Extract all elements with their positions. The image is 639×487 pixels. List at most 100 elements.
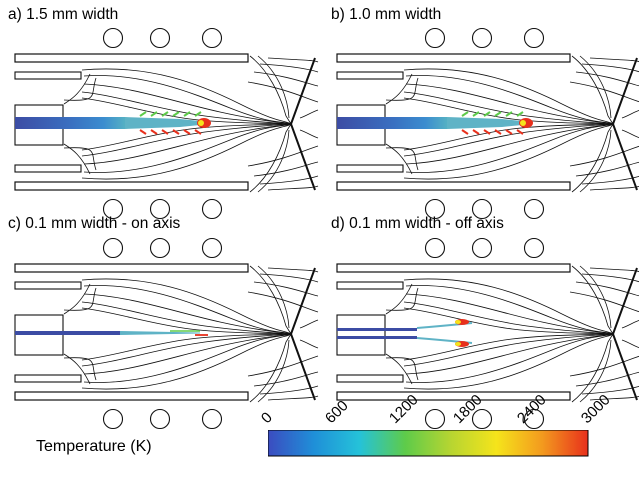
coil-circle [201,237,223,259]
flame-hotspot-core [520,120,526,126]
colorbar-label: Temperature (K) [36,438,152,455]
flame-tip [161,129,169,135]
streamline [259,63,319,73]
inner-tube-top [336,71,404,80]
streamline [83,123,292,173]
injector-block [336,314,386,356]
panel-a-diagram [14,27,319,220]
coil-circle [523,408,545,430]
bottom-wall [336,181,571,191]
streamline [253,161,319,177]
sampler-cone [611,57,638,191]
flame-core [447,117,522,129]
streamline [403,333,614,390]
streamline [571,55,614,125]
streamline [83,123,292,165]
streamline [571,265,614,335]
coil-circle [201,27,223,49]
streamline [405,333,614,375]
streamline [405,293,614,335]
injector-flow [337,336,417,339]
streamline [83,333,292,383]
streamline [385,287,419,311]
coil-circle [149,27,171,49]
streamline [589,57,639,63]
streamline [81,123,292,157]
streamline [403,123,614,157]
streamline [403,307,614,335]
streamline [249,333,292,403]
streamline [81,333,292,367]
flame-tip [461,129,469,135]
streamline [81,333,292,361]
flame-hotspot-core [455,342,461,346]
streamline [247,81,319,103]
flame-region [337,111,533,135]
panel-a-title: a) 1.5 mm width [8,6,119,23]
streamline [405,75,614,125]
sampler-cone [289,57,316,191]
streamline [581,385,639,395]
streamline [83,293,292,335]
panel-d-title: d) 0.1 mm width - off axis [331,215,504,232]
flame-branch [416,322,473,329]
streamline [249,265,292,335]
flame-tip [483,129,491,135]
streamlines-up [63,265,319,335]
flame-tip [139,129,147,135]
streamline [257,129,290,193]
flame-region [15,330,208,336]
streamlines-up [385,55,639,125]
streamline [257,265,290,329]
flame-tip [472,111,480,117]
streamline [405,333,614,383]
coil-circle [102,198,124,220]
streamline [579,265,612,329]
flame-tip [505,111,513,117]
top-wall [336,263,571,273]
streamline [581,175,639,185]
flame-tip [472,129,480,135]
temperature-colorbar [268,430,589,457]
streamline [569,291,639,313]
streamline [247,291,319,313]
flame-branch [416,337,473,344]
flame-tip [483,111,491,117]
inner-tube-top [14,281,82,290]
streamline [81,91,292,125]
streamline [253,71,319,87]
top-wall [14,53,249,63]
streamline [81,301,292,335]
coil-circle [149,237,171,259]
coil-circle [471,237,493,259]
flame-tip [172,111,180,117]
streamline [259,385,319,395]
streamline [575,71,639,87]
flame-tip [150,129,158,135]
streamline [621,129,639,139]
top-wall [336,53,571,63]
flame-hotspot-core [455,320,461,324]
flame-tip [494,111,502,117]
panel-b-title: b) 1.0 mm width [331,6,442,23]
streamline [579,55,612,119]
streamlines-down [63,333,319,403]
flame-region [337,319,473,347]
streamline [83,83,292,125]
streamline [299,339,319,349]
bottom-wall [14,391,249,401]
streamline [249,123,292,193]
streamline [63,287,97,311]
streamline [403,278,614,335]
coil-circle [201,198,223,220]
panel-c-title: c) 0.1 mm width - on axis [8,215,181,232]
streamline [571,333,614,403]
streamline [247,355,319,377]
flame-tip [194,129,202,135]
streamline [257,339,290,403]
streamline [385,143,413,175]
streamlines-down [385,333,639,403]
streamline [405,123,614,173]
flame-tip [161,111,169,117]
streamline [257,55,290,119]
